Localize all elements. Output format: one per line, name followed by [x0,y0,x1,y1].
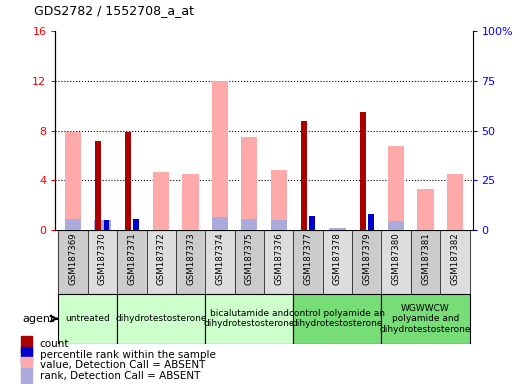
Bar [271,220,287,230]
Bar [368,214,374,230]
Text: value, Detection Call = ABSENT: value, Detection Call = ABSENT [40,361,205,371]
Bar [205,230,234,294]
Text: untreated: untreated [65,314,110,323]
Bar [294,294,382,344]
Bar [234,230,264,294]
Text: control polyamide an
dihydrotestosterone: control polyamide an dihydrotestosterone [289,309,385,328]
Bar [88,230,117,294]
Bar [382,230,411,294]
Bar [447,174,463,230]
Bar [294,230,323,294]
Bar [21,358,32,374]
Text: GSM187373: GSM187373 [186,232,195,285]
Bar [418,189,433,230]
Bar [241,137,257,230]
Bar [96,141,101,230]
Bar [205,294,294,344]
Text: GSM187372: GSM187372 [157,232,166,285]
Bar [264,230,294,294]
Text: rank, Detection Call = ABSENT: rank, Detection Call = ABSENT [40,371,200,381]
Text: GSM187370: GSM187370 [98,232,107,285]
Text: GSM187374: GSM187374 [215,232,224,285]
Bar [65,132,81,230]
Text: GSM187379: GSM187379 [362,232,371,285]
Bar [388,146,404,230]
Text: GSM187369: GSM187369 [69,232,78,285]
Bar [153,172,169,230]
Text: WGWWCW
polyamide and
dihydrotestosterone: WGWWCW polyamide and dihydrotestosterone [380,304,472,334]
Text: agent: agent [23,314,55,324]
Bar [21,368,32,384]
Text: bicalutamide and
dihydrotestosterone: bicalutamide and dihydrotestosterone [204,309,295,328]
Bar [360,112,365,230]
Bar [212,81,228,230]
Bar [183,174,199,230]
Bar [301,121,307,230]
Text: GSM187371: GSM187371 [127,232,136,285]
Text: percentile rank within the sample: percentile rank within the sample [40,350,215,360]
Bar [329,228,345,230]
Text: GSM187377: GSM187377 [304,232,313,285]
Text: GDS2782 / 1552708_a_at: GDS2782 / 1552708_a_at [34,4,194,17]
Bar [212,217,228,230]
Bar [241,219,257,230]
Bar [95,220,110,230]
Bar [133,219,139,230]
Text: dihydrotestosterone: dihydrotestosterone [116,314,207,323]
Text: GSM187375: GSM187375 [245,232,254,285]
Bar [103,220,109,230]
Bar [411,230,440,294]
Bar [125,132,130,230]
Text: GSM187376: GSM187376 [274,232,283,285]
Text: GSM187381: GSM187381 [421,232,430,285]
Bar [117,230,146,294]
Bar [21,336,32,353]
Bar [146,230,176,294]
Bar [352,230,382,294]
Bar [440,230,469,294]
Text: GSM187382: GSM187382 [450,232,459,285]
Bar [59,230,88,294]
Bar [323,230,352,294]
Bar [388,221,404,230]
Text: GSM187380: GSM187380 [392,232,401,285]
Bar [309,216,315,230]
Bar [59,294,117,344]
Text: count: count [40,339,69,349]
Bar [176,230,205,294]
Bar [271,170,287,230]
Bar [65,219,81,230]
Bar [382,294,469,344]
Bar [117,294,205,344]
Bar [21,347,32,363]
Text: GSM187378: GSM187378 [333,232,342,285]
